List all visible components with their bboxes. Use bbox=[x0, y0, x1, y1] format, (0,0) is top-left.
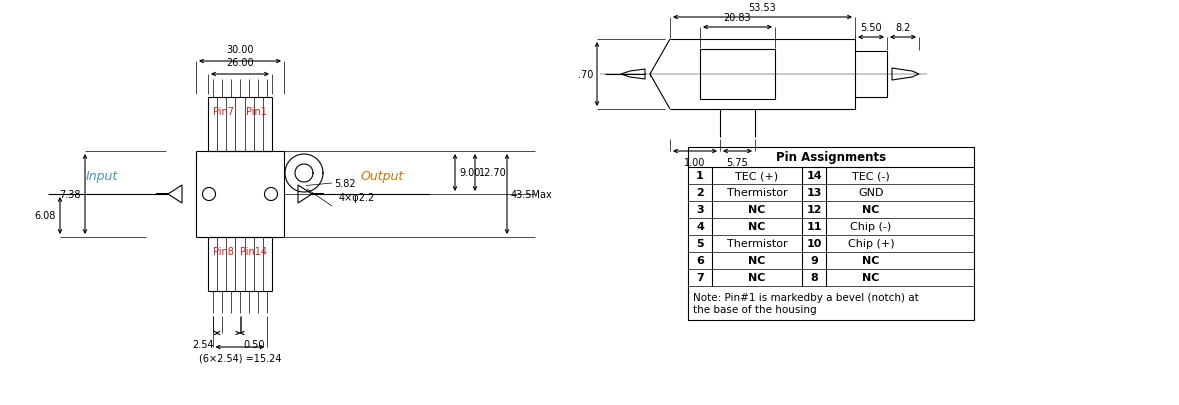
Text: 11: 11 bbox=[806, 222, 822, 232]
Text: 20.83: 20.83 bbox=[724, 13, 751, 23]
Text: 7: 7 bbox=[696, 273, 704, 283]
Text: Pin7: Pin7 bbox=[213, 107, 233, 117]
Text: Output: Output bbox=[361, 170, 403, 183]
Text: NC: NC bbox=[749, 222, 765, 232]
Text: 5.50: 5.50 bbox=[861, 23, 882, 33]
Text: 12: 12 bbox=[806, 205, 822, 215]
Text: 13: 13 bbox=[806, 188, 822, 198]
Text: NC: NC bbox=[862, 256, 880, 266]
Text: 1: 1 bbox=[696, 171, 704, 181]
Text: NC: NC bbox=[749, 205, 765, 215]
Text: Thermistor: Thermistor bbox=[726, 188, 788, 198]
Text: 30.00: 30.00 bbox=[226, 45, 253, 55]
Text: 14: 14 bbox=[806, 171, 822, 181]
Text: Pin Assignments: Pin Assignments bbox=[776, 151, 887, 164]
Text: 26.00: 26.00 bbox=[226, 58, 253, 68]
Polygon shape bbox=[893, 69, 918, 81]
Text: (6×2.54) =15.24: (6×2.54) =15.24 bbox=[199, 353, 282, 363]
Text: NC: NC bbox=[862, 273, 880, 283]
Text: TEC (-): TEC (-) bbox=[852, 171, 890, 181]
Text: 4×φ2.2: 4×φ2.2 bbox=[340, 192, 375, 202]
Text: NC: NC bbox=[749, 256, 765, 266]
Text: 5: 5 bbox=[696, 239, 704, 249]
Text: Input: Input bbox=[86, 170, 118, 183]
Text: 8.2: 8.2 bbox=[895, 23, 910, 33]
Text: 53.53: 53.53 bbox=[749, 3, 777, 13]
Text: 7.38: 7.38 bbox=[59, 190, 81, 200]
Text: .70: .70 bbox=[578, 70, 593, 80]
Text: 5.82: 5.82 bbox=[334, 179, 356, 189]
Polygon shape bbox=[621, 70, 645, 80]
Text: 43.5Max: 43.5Max bbox=[511, 190, 553, 200]
Text: Chip (-): Chip (-) bbox=[850, 222, 891, 232]
Text: Note: Pin#1 is markedby a bevel (notch) at: Note: Pin#1 is markedby a bevel (notch) … bbox=[693, 292, 918, 302]
Text: 9.00: 9.00 bbox=[459, 168, 480, 178]
Polygon shape bbox=[298, 185, 324, 203]
Text: Pin8: Pin8 bbox=[213, 246, 233, 256]
Text: NC: NC bbox=[862, 205, 880, 215]
Text: 4: 4 bbox=[696, 222, 704, 232]
Text: 8: 8 bbox=[810, 273, 818, 283]
Text: 9: 9 bbox=[810, 256, 818, 266]
Text: the base of the housing: the base of the housing bbox=[693, 304, 817, 314]
Text: Thermistor: Thermistor bbox=[726, 239, 788, 249]
Text: GND: GND bbox=[858, 188, 884, 198]
Text: TEC (+): TEC (+) bbox=[736, 171, 778, 181]
Text: 10: 10 bbox=[806, 239, 822, 249]
Text: NC: NC bbox=[749, 273, 765, 283]
Text: 1.00: 1.00 bbox=[684, 158, 706, 168]
Text: 3: 3 bbox=[696, 205, 704, 215]
Bar bbox=[689, 148, 974, 320]
Text: 2: 2 bbox=[696, 188, 704, 198]
Text: 6.08: 6.08 bbox=[34, 211, 55, 221]
Text: 12.70: 12.70 bbox=[479, 168, 507, 178]
Text: 2.54: 2.54 bbox=[192, 339, 213, 349]
Text: Pin14: Pin14 bbox=[241, 246, 266, 256]
Text: 5.75: 5.75 bbox=[726, 158, 749, 168]
Text: 0.50: 0.50 bbox=[243, 339, 265, 349]
Text: Pin1: Pin1 bbox=[246, 107, 266, 117]
Text: Chip (+): Chip (+) bbox=[848, 239, 895, 249]
Polygon shape bbox=[156, 185, 182, 203]
Text: 6: 6 bbox=[696, 256, 704, 266]
